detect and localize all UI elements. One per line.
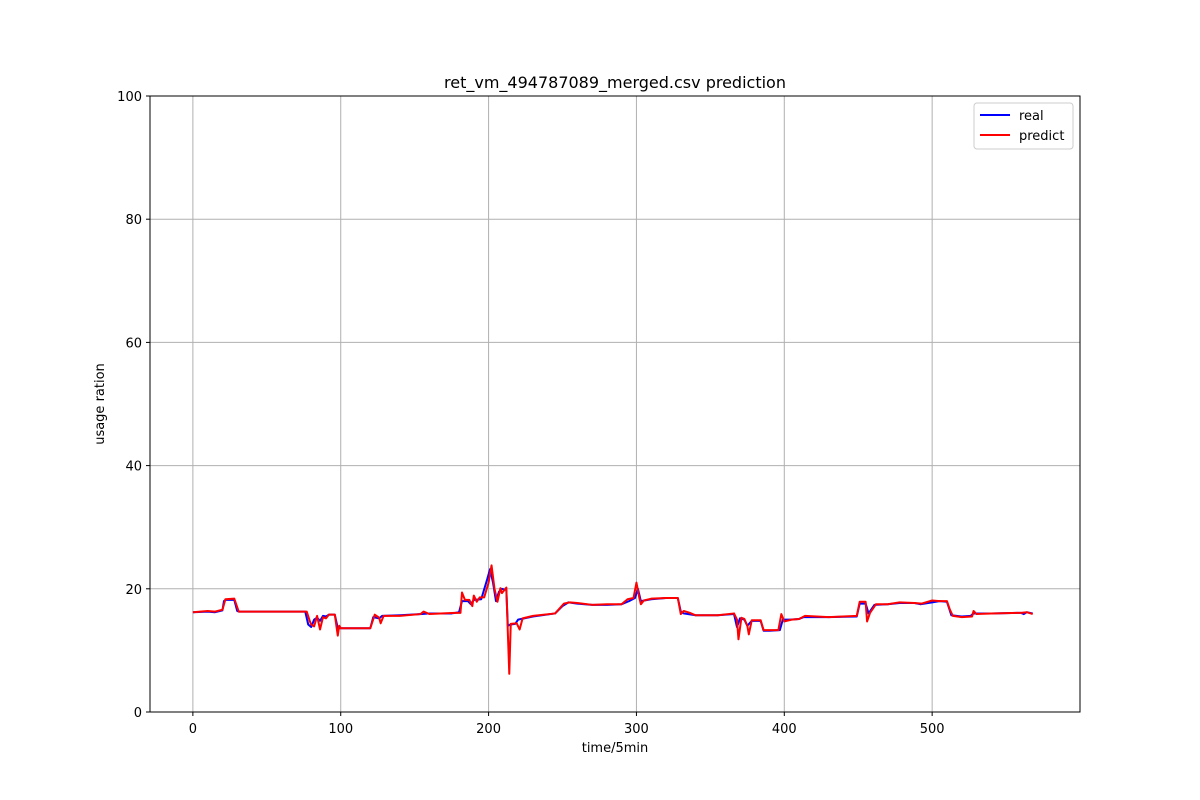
x-tick-label: 500 — [920, 722, 945, 737]
y-tick-label: 40 — [125, 460, 142, 475]
y-tick-label: 20 — [125, 583, 142, 598]
y-tick-label: 80 — [125, 213, 142, 228]
x-tick-label: 100 — [328, 722, 353, 737]
series-line-predict — [192, 564, 1033, 675]
x-axis-title: time/5min — [582, 741, 649, 756]
y-axis-ticks: 0 20 40 60 80 100 — [117, 90, 150, 721]
x-tick-label: 0 — [189, 722, 197, 737]
x-tick-label: 200 — [476, 722, 501, 737]
y-tick-label: 0 — [134, 706, 142, 721]
y-tick-label: 100 — [117, 90, 142, 105]
chart-title: ret_vm_494787089_merged.csv prediction — [444, 73, 786, 93]
y-tick-label: 60 — [125, 336, 142, 351]
legend: real predict — [973, 102, 1074, 150]
grid — [150, 95, 1080, 713]
legend-real-label: real — [1019, 109, 1044, 124]
legend-predict-label: predict — [1019, 129, 1064, 144]
x-tick-label: 300 — [624, 722, 649, 737]
y-axis-title: usage ration — [93, 363, 108, 445]
plot-frame — [149, 95, 1081, 713]
x-axis-ticks: 0 100 200 300 400 500 — [189, 712, 945, 737]
plot-lines — [192, 564, 1033, 675]
x-tick-label: 400 — [772, 722, 797, 737]
